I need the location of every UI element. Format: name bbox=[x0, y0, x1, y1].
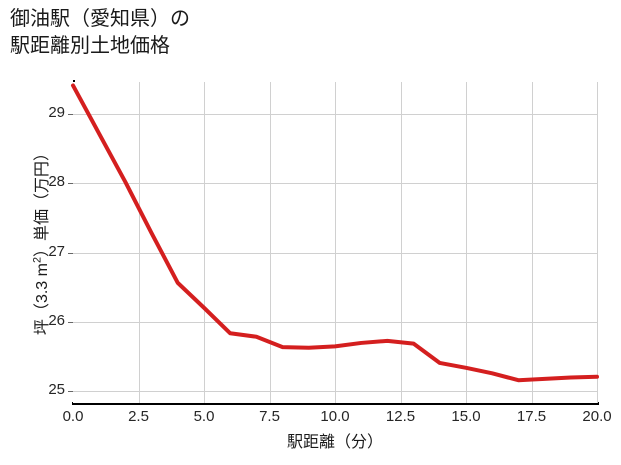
plot-area bbox=[68, 82, 599, 403]
y-tick-label: 28 bbox=[48, 173, 65, 191]
gridline-x bbox=[531, 82, 533, 403]
gridline-x bbox=[269, 82, 271, 403]
x-tick-label: 17.5 bbox=[516, 408, 547, 425]
x-tick-label: 10.0 bbox=[320, 408, 350, 425]
x-tick-label: 7.5 bbox=[259, 408, 280, 425]
price-line bbox=[71, 83, 599, 383]
x-axis-spine bbox=[72, 402, 599, 405]
line-series bbox=[71, 83, 599, 383]
y-tick-label: 27 bbox=[48, 242, 65, 260]
y-tick-mark bbox=[68, 183, 73, 185]
gridline-x bbox=[400, 82, 402, 403]
y-axis-title: 坪（3.3 m2）単価（万円） bbox=[31, 144, 51, 336]
x-tick-label: 20.0 bbox=[582, 408, 612, 425]
y-tick-label: 29 bbox=[48, 104, 65, 122]
gridline-x bbox=[138, 82, 140, 403]
x-tick-label: 15.0 bbox=[451, 408, 481, 425]
page-title: 御油駅（愛知県）の 駅距離別土地価格 bbox=[10, 8, 190, 57]
gridline-x bbox=[597, 82, 598, 403]
gridline-x bbox=[466, 82, 467, 403]
y-tick-mark bbox=[68, 252, 73, 254]
x-tick-label: 2.5 bbox=[128, 408, 149, 425]
x-tick-label: 12.5 bbox=[385, 408, 416, 425]
x-tick-label: 0.0 bbox=[62, 408, 84, 425]
y-tick-label: 25 bbox=[48, 380, 65, 398]
y-tick-mark bbox=[68, 321, 73, 323]
x-axis-title: 駅距離（分） bbox=[286, 434, 383, 451]
gridline-x bbox=[204, 82, 205, 403]
y-tick-mark bbox=[68, 114, 73, 116]
y-tick-label: 26 bbox=[48, 311, 65, 329]
y-tick-mark bbox=[68, 390, 73, 392]
gridline-x bbox=[335, 82, 336, 403]
x-tick-label: 5.0 bbox=[193, 408, 215, 425]
